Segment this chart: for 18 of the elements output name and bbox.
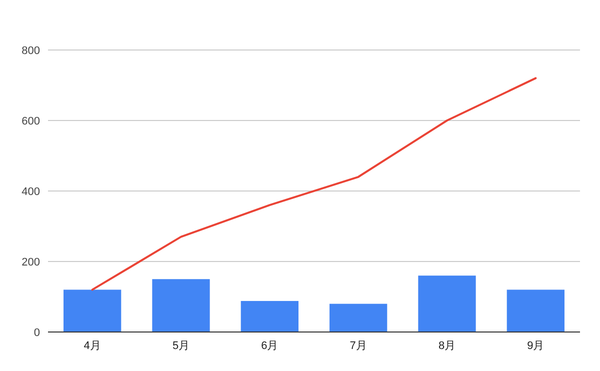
bar (418, 276, 476, 332)
bar (330, 304, 388, 332)
x-tick-label: 5月 (172, 340, 190, 352)
x-tick-label: 4月 (84, 340, 101, 352)
x-tick-label: 8月 (438, 340, 456, 352)
line-series (91, 77, 537, 291)
y-tick-label: 0 (34, 327, 40, 339)
bar (64, 290, 122, 332)
x-tick-label: 7月 (350, 340, 367, 352)
x-tick-label: 9月 (527, 340, 544, 352)
y-tick-label: 800 (22, 45, 40, 57)
bar (506, 290, 564, 332)
bar (152, 279, 210, 332)
y-tick-label: 200 (22, 256, 40, 268)
y-tick-label: 600 (22, 116, 40, 128)
bar (240, 300, 298, 332)
y-tick-label: 400 (22, 186, 40, 198)
x-tick-label: 6月 (261, 340, 278, 352)
